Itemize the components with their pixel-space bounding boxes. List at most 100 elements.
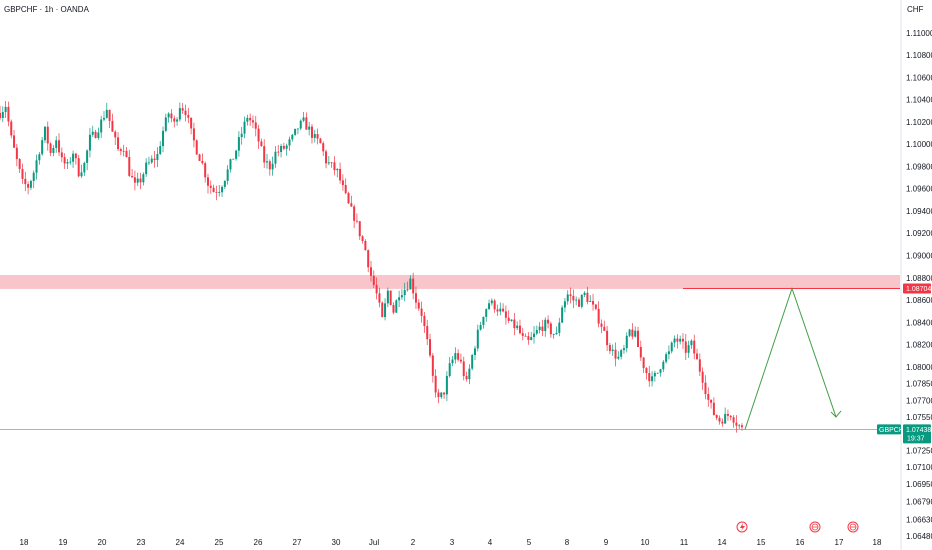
candle-body (530, 337, 533, 341)
time-axis[interactable]: 18 19 20 23 24 25 26 27 30 Jul 2 3 4 5 8 9 10 11 14 15 16 17 1… (20, 538, 882, 547)
candle-body (249, 117, 252, 121)
candle-body (426, 326, 429, 340)
candle-body (662, 361, 665, 370)
candle-body (448, 363, 451, 376)
price-tick-label: 1.08000 (906, 363, 932, 372)
candle-body (355, 220, 358, 222)
candle-body (139, 178, 142, 183)
candle-body (488, 303, 491, 310)
resistance-price-tag: 1.08704 (903, 283, 931, 294)
candle-body (510, 319, 513, 321)
candle-body (575, 299, 578, 301)
economic-event-icon[interactable] (809, 521, 821, 533)
candle-body (63, 157, 66, 164)
candle-body (538, 326, 541, 330)
candle-body (195, 140, 198, 155)
price-tick-label: 1.11000 (906, 29, 932, 38)
candle-body (237, 137, 240, 151)
candle-body (77, 158, 80, 177)
time-tick-label: 4 (488, 538, 493, 547)
candle-body (21, 168, 24, 179)
price-tick-label: 1.10800 (906, 51, 932, 60)
candle-body (187, 115, 190, 118)
price-tick-label: 1.09600 (906, 185, 932, 194)
candle-body (91, 131, 94, 135)
lightning-event-icon[interactable] (736, 521, 748, 533)
candle-body (125, 150, 128, 158)
candle-body (681, 338, 684, 342)
candle-body (184, 110, 187, 116)
candle-body (1, 112, 4, 119)
projection-line (744, 286, 837, 430)
candle-body (648, 373, 651, 382)
candle-body (384, 303, 387, 318)
economic-event-icon[interactable] (847, 521, 859, 533)
candle-body (266, 161, 269, 163)
candle-body (305, 117, 308, 130)
candle-body (15, 147, 18, 160)
price-tick-label: 1.08600 (906, 296, 932, 305)
price-tick-label: 1.09200 (906, 229, 932, 238)
price-tick-label: 1.07850 (906, 380, 932, 389)
candle-body (712, 402, 715, 415)
candle-body (701, 371, 704, 383)
candle-body (457, 353, 460, 360)
candle-body (240, 133, 243, 138)
candle-body (212, 187, 215, 192)
candle-body (577, 299, 580, 307)
candle-body (111, 120, 114, 132)
price-tick-label: 1.07700 (906, 396, 932, 405)
time-tick-label: 30 (332, 538, 341, 547)
price-tick-label: 1.06790 (906, 498, 932, 507)
candle-body (375, 284, 378, 294)
candle-body (302, 117, 305, 121)
candle-body (336, 168, 339, 171)
candle-body (150, 158, 153, 163)
candle-body (243, 121, 246, 134)
candle-body (603, 326, 606, 331)
candle-body (13, 135, 16, 148)
candle-body (518, 325, 521, 334)
time-tick-label: 18 (873, 538, 882, 547)
price-tick-label: 1.07250 (906, 446, 932, 455)
candle-body (176, 119, 179, 122)
candle-body (594, 304, 597, 309)
candle-body (288, 139, 291, 146)
candle-body (561, 307, 564, 323)
candle-body (667, 351, 670, 355)
candle-body (55, 140, 58, 149)
candle-body (128, 157, 131, 176)
candle-body (198, 154, 201, 161)
price-tick-label: 1.09000 (906, 252, 932, 261)
candle-body (614, 349, 617, 359)
candle-body (395, 300, 398, 313)
candle-body (541, 326, 544, 332)
candle-body (162, 130, 165, 147)
candle-body (60, 152, 63, 158)
price-tick-label: 1.10400 (906, 96, 932, 105)
candle-body (670, 342, 673, 352)
candle-body (639, 347, 642, 358)
candle-body (299, 120, 302, 129)
candle-body (114, 131, 117, 138)
price-axis[interactable]: 1.11000 1.10800 1.10600 1.10400 1.10200 1.100… (906, 29, 932, 541)
candle-body (291, 134, 294, 140)
candle-body (563, 301, 566, 308)
candle-body (41, 140, 44, 155)
candle-body (206, 177, 209, 186)
candle-body (192, 128, 195, 141)
candle-body (468, 368, 471, 380)
candle-body (437, 392, 440, 398)
candle-body (0, 113, 1, 119)
time-tick-label: 9 (604, 538, 609, 547)
candle-body (285, 145, 288, 149)
candle-body (102, 117, 105, 120)
price-tick-label: 1.07550 (906, 413, 932, 422)
candle-body (364, 241, 367, 251)
candle-body (361, 236, 364, 242)
candle-body (381, 302, 384, 318)
candle-body (521, 333, 524, 336)
time-tick-label: Jul (369, 538, 379, 547)
candle-body (153, 158, 156, 160)
